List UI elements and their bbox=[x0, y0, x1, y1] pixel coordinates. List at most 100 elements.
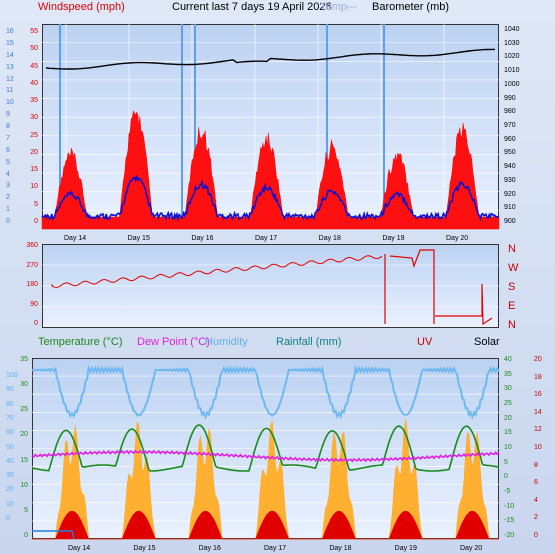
direction-swings bbox=[384, 249, 493, 326]
wind-series-svg bbox=[41, 24, 500, 230]
wind-left-tick: 55 bbox=[30, 28, 38, 35]
humidity-tick: 90 bbox=[6, 386, 14, 394]
humidity-tick: 0 bbox=[6, 515, 10, 522]
wind-far-left-tick: 16 bbox=[6, 28, 14, 35]
barometer-tick: 920 bbox=[504, 190, 516, 198]
uv-tick: 8 bbox=[534, 461, 538, 469]
wind-far-left-tick: 10 bbox=[6, 99, 14, 107]
barometer-tick: 970 bbox=[504, 122, 516, 129]
wind-day-label: Day 16 bbox=[191, 235, 214, 242]
gust-spike bbox=[181, 24, 183, 229]
wind-far-left-tick: 7 bbox=[6, 134, 10, 142]
wind-left-tick: 0 bbox=[34, 218, 38, 225]
barometer-tick: 940 bbox=[504, 163, 516, 171]
barometer-tick: 930 bbox=[504, 176, 516, 184]
overlay-temp-label: Temp. bbox=[320, 1, 350, 13]
wind-far-left-tick: 0 bbox=[6, 218, 10, 225]
rainfall-legend: Rainfall (mm) bbox=[276, 336, 342, 348]
humidity-tick: 70 bbox=[6, 414, 14, 422]
barometer-axis-title: Barometer (mb) bbox=[372, 1, 450, 13]
compass-label: E bbox=[508, 300, 516, 312]
uv-legend: UV bbox=[417, 336, 433, 348]
temperature-tick: 20 bbox=[20, 431, 28, 439]
temperature-right-tick: 35 bbox=[504, 370, 512, 378]
temperature-right-tick: 15 bbox=[504, 429, 512, 437]
temperature-legend: Temperature (°C) bbox=[38, 336, 123, 348]
wind-far-left-tick: 15 bbox=[6, 39, 14, 47]
temperature-right-tick: 25 bbox=[504, 400, 512, 407]
barometer-tick: 960 bbox=[504, 135, 516, 143]
humidity-tick: 30 bbox=[6, 472, 14, 480]
temperature-day-label: Day 20 bbox=[460, 545, 483, 552]
barometer-line bbox=[45, 48, 495, 70]
dewpoint-legend: Dew Point (°C) bbox=[137, 336, 210, 348]
compass-label: N bbox=[508, 243, 516, 255]
barometer-tick: 980 bbox=[504, 108, 516, 116]
humidity-tick: 10 bbox=[6, 500, 14, 508]
gust-spike bbox=[59, 24, 61, 229]
chart-title: Current last 7 days 19 April 2026 bbox=[172, 1, 332, 13]
temperature-day-label: Day 16 bbox=[198, 545, 221, 552]
humidity-tick: 20 bbox=[6, 486, 14, 494]
wind-far-left-tick: 1 bbox=[6, 206, 10, 214]
temperature-day-label: Day 14 bbox=[68, 545, 91, 552]
wind-far-left-tick: 12 bbox=[6, 75, 14, 83]
barometer-tick: 990 bbox=[504, 94, 516, 102]
gust-spike bbox=[383, 24, 385, 229]
uv-tick: 14 bbox=[534, 408, 542, 416]
overlay-temp-dashes: --- bbox=[346, 1, 357, 13]
barometer-tick: 1010 bbox=[504, 67, 520, 75]
uv-tick: 16 bbox=[534, 391, 542, 399]
humidity-tick: 100 bbox=[6, 372, 18, 379]
humidity-legend: Humidity bbox=[205, 336, 248, 348]
wind-left-tick: 20 bbox=[30, 148, 38, 156]
humidity-line bbox=[31, 364, 500, 420]
windspeed-band bbox=[41, 109, 500, 230]
barometer-tick: 900 bbox=[504, 218, 516, 225]
wind-day-label: Day 19 bbox=[382, 235, 405, 242]
temperature-right-tick: 20 bbox=[504, 414, 512, 422]
humidity-tick: 80 bbox=[6, 400, 14, 408]
direction-series-svg bbox=[42, 249, 499, 326]
wind-far-left-tick: 9 bbox=[6, 111, 10, 119]
wind-far-left-tick: 5 bbox=[6, 158, 10, 166]
compass-label: N bbox=[508, 319, 516, 331]
temperature-right-tick: -20 bbox=[504, 532, 515, 539]
temperature-right-tick: 40 bbox=[504, 356, 512, 363]
wind-day-label: Day 18 bbox=[318, 235, 341, 242]
wind-left-tick: 5 bbox=[34, 200, 38, 208]
direction-tick: 180 bbox=[26, 281, 38, 288]
wind-far-left-tick: 6 bbox=[6, 146, 10, 154]
gust-spike bbox=[194, 24, 196, 229]
temperature-right-tick: -15 bbox=[504, 517, 515, 525]
wind-day-label: Day 14 bbox=[64, 235, 87, 242]
wind-far-left-tick: 2 bbox=[6, 194, 10, 202]
temperature-line bbox=[31, 424, 500, 472]
temperature-day-label: Day 19 bbox=[394, 545, 417, 552]
wind-far-left-tick: 13 bbox=[6, 63, 14, 71]
wind-far-left-tick: 3 bbox=[6, 182, 10, 190]
barometer-tick: 1030 bbox=[504, 39, 520, 47]
wind-far-left-tick: 8 bbox=[6, 123, 10, 130]
wind-day-label: Day 20 bbox=[446, 235, 469, 242]
barometer-tick: 1040 bbox=[504, 26, 520, 33]
wind-left-tick: 45 bbox=[30, 62, 38, 70]
temperature-right-tick: -5 bbox=[504, 488, 511, 495]
uv-tick: 12 bbox=[534, 426, 542, 434]
humidity-tick: 50 bbox=[6, 443, 14, 451]
temperature-day-label: Day 17 bbox=[264, 545, 287, 552]
wind-far-left-tick: 14 bbox=[6, 51, 14, 59]
wind-left-tick: 30 bbox=[30, 114, 38, 122]
barometer-tick: 950 bbox=[504, 149, 516, 157]
wind-far-left-tick: 11 bbox=[6, 87, 14, 95]
wind-left-tick: 50 bbox=[30, 45, 38, 53]
temperature-right-tick: 10 bbox=[504, 444, 512, 451]
temperature-tick: 15 bbox=[20, 456, 28, 464]
temperature-tick: 0 bbox=[24, 532, 28, 539]
temperature-tick: 30 bbox=[20, 381, 28, 389]
temperature-right-tick: 5 bbox=[504, 458, 508, 466]
compass-label: W bbox=[508, 262, 519, 274]
temperature-right-tick: 0 bbox=[504, 473, 508, 481]
barometer-tick: 1020 bbox=[504, 53, 520, 61]
barometer-tick: 910 bbox=[504, 204, 516, 212]
